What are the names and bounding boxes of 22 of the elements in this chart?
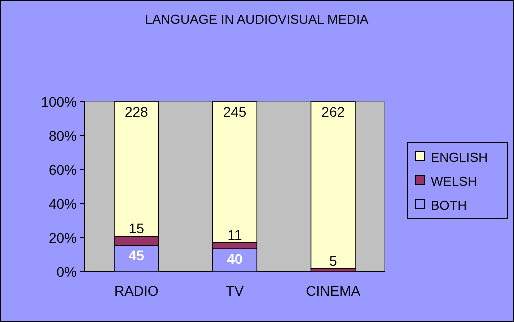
chart-title: LANGUAGE IN AUDIOVISUAL MEDIA xyxy=(145,12,370,27)
y-tick-label: 20% xyxy=(48,230,77,246)
legend-label: ENGLISH xyxy=(431,150,488,165)
legend-label: BOTH xyxy=(431,198,468,213)
y-tick-label: 40% xyxy=(48,196,77,212)
annotation: 262 xyxy=(322,104,346,120)
annotation: 5 xyxy=(329,252,338,269)
annotation: 245 xyxy=(223,104,247,120)
annotation: 228 xyxy=(124,104,149,120)
bar xyxy=(310,102,356,270)
legend-label: WELSH xyxy=(431,174,478,189)
x-tick-label: CINEMA xyxy=(306,283,362,299)
annotation: 40 xyxy=(227,251,243,268)
x-tick-label: RADIO xyxy=(114,283,159,299)
annotation: 15 xyxy=(128,220,145,237)
annotation: 11 xyxy=(228,226,242,243)
annotation: 45 xyxy=(128,247,145,264)
x-tick-label: TV xyxy=(226,283,245,299)
y-tick-label: 100% xyxy=(41,94,77,110)
y-tick-label: 60% xyxy=(48,162,77,178)
y-tick-label: 80% xyxy=(48,128,77,144)
y-tick-label: 0% xyxy=(56,264,77,280)
